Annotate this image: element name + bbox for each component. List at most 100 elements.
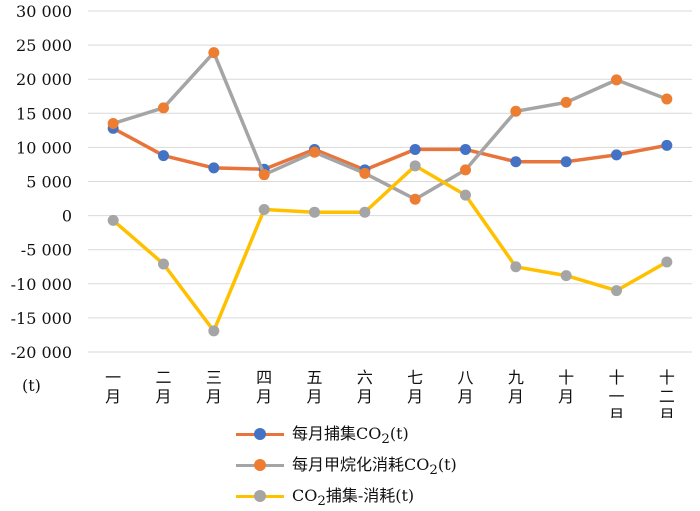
- data-point: [661, 93, 673, 105]
- x-tick-label: 一月: [105, 368, 121, 406]
- data-point: [258, 203, 270, 215]
- x-tick-char: 十: [659, 368, 675, 387]
- data-point: [510, 156, 522, 168]
- data-point: [510, 105, 522, 117]
- x-tick-label: 十一月: [608, 368, 624, 418]
- x-tick-char: 三: [206, 368, 222, 387]
- data-point: [611, 74, 622, 86]
- data-point: [560, 96, 572, 108]
- x-tick-char: 月: [457, 387, 473, 406]
- x-tick-char: 月: [357, 387, 373, 406]
- x-tick-char: 五: [306, 368, 322, 387]
- legend-label-consumed: 每月甲烷化消耗CO2(t): [292, 454, 457, 479]
- x-tick-char: 四: [256, 368, 272, 387]
- legend-entry-difference: CO2捕集-消耗(t): [236, 480, 457, 511]
- data-point: [611, 285, 622, 297]
- x-tick-label: 六月: [357, 368, 373, 406]
- data-point: [460, 143, 471, 155]
- x-tick-label: 二月: [155, 368, 171, 406]
- y-tick-label: -10 000: [11, 275, 72, 294]
- x-tick-char: 月: [508, 387, 524, 406]
- data-point: [409, 160, 421, 172]
- series-group: [107, 47, 673, 337]
- data-point: [258, 169, 270, 181]
- x-tick-char: 六: [357, 368, 373, 387]
- y-tick-label: 0: [62, 207, 72, 226]
- y-tick-label: 5 000: [26, 173, 72, 192]
- y-tick-label: 30 000: [16, 2, 72, 21]
- data-point: [208, 47, 220, 59]
- data-point: [359, 206, 371, 218]
- data-point: [158, 150, 169, 162]
- legend: 每月捕集CO2(t) 每月甲烷化消耗CO2(t) CO2捕集-消耗(t): [236, 418, 457, 511]
- data-point: [560, 156, 572, 168]
- x-tick-char: 十: [608, 368, 624, 387]
- x-tick-char: 二: [659, 387, 675, 406]
- data-point: [409, 143, 421, 155]
- x-tick-label: 八月: [457, 368, 473, 406]
- y-tick-label: 10 000: [16, 138, 72, 157]
- series-2: [107, 160, 673, 337]
- y-tick-label: -15 000: [11, 309, 72, 328]
- x-tick-char: 七: [407, 368, 423, 387]
- data-point: [661, 139, 673, 151]
- y-tick-label: -5 000: [21, 241, 72, 260]
- x-tick-char: 九: [508, 368, 524, 387]
- x-tick-label: 三月: [206, 368, 222, 406]
- y-tick-label: 25 000: [16, 36, 72, 55]
- data-point: [208, 325, 220, 337]
- series-line: [112, 164, 668, 333]
- legend-entry-captured: 每月捕集CO2(t): [236, 418, 457, 449]
- x-tick-char: 月: [659, 406, 675, 418]
- legend-swatch-consumed: [236, 458, 284, 472]
- series-0: [107, 122, 673, 176]
- x-tick-char: 月: [155, 387, 171, 406]
- legend-swatch-difference: [236, 489, 284, 503]
- data-point: [158, 258, 169, 270]
- x-tick-label: 四月: [256, 368, 272, 406]
- data-point: [460, 189, 471, 201]
- legend-entry-consumed: 每月甲烷化消耗CO2(t): [236, 449, 457, 480]
- x-tick-char: 月: [306, 387, 322, 406]
- x-tick-label: 十月: [558, 368, 574, 406]
- x-tick-char: 月: [105, 387, 121, 406]
- data-point: [107, 118, 119, 130]
- x-tick-label: 九月: [508, 368, 524, 406]
- x-tick-char: 二: [155, 368, 171, 387]
- x-tick-char: 月: [608, 406, 624, 418]
- x-tick-char: 一: [608, 387, 624, 406]
- series-1: [107, 47, 673, 205]
- x-tick-char: 一: [105, 368, 121, 387]
- x-tick-label: 十二月: [659, 368, 675, 418]
- y-tick-label: 15 000: [16, 104, 72, 123]
- y-axis-label: (t): [22, 376, 41, 395]
- x-tick-char: 月: [407, 387, 423, 406]
- data-point: [560, 270, 572, 282]
- x-tick-char: 十: [558, 368, 574, 387]
- x-tick-char: 八: [457, 368, 473, 387]
- legend-label-difference: CO2捕集-消耗(t): [292, 485, 415, 510]
- data-point: [158, 102, 169, 114]
- data-point: [661, 256, 673, 268]
- x-tick-char: 月: [206, 387, 222, 406]
- data-point: [510, 261, 522, 273]
- x-tick-label: 七月: [407, 368, 423, 406]
- gridlines: [88, 10, 692, 353]
- y-tick-label: 20 000: [16, 70, 72, 89]
- data-point: [611, 149, 622, 161]
- data-point: [208, 162, 220, 174]
- data-point: [107, 214, 119, 226]
- line-chart: 30 000 25 000 20 000 15 000 10 000 5 000 0 -5 0…: [11, 2, 692, 418]
- legend-swatch-captured: [236, 427, 284, 441]
- y-axis-tick-labels: 30 000 25 000 20 000 15 000 10 000 5 000 0 -5 0…: [11, 2, 72, 362]
- data-point: [409, 193, 421, 205]
- data-point: [309, 146, 320, 158]
- y-tick-label: -20 000: [11, 343, 72, 362]
- x-tick-char: 月: [558, 387, 574, 406]
- data-point: [460, 164, 471, 176]
- data-point: [309, 206, 320, 218]
- series-line: [112, 126, 668, 172]
- series-line: [112, 50, 668, 201]
- legend-label-captured: 每月捕集CO2(t): [292, 423, 409, 448]
